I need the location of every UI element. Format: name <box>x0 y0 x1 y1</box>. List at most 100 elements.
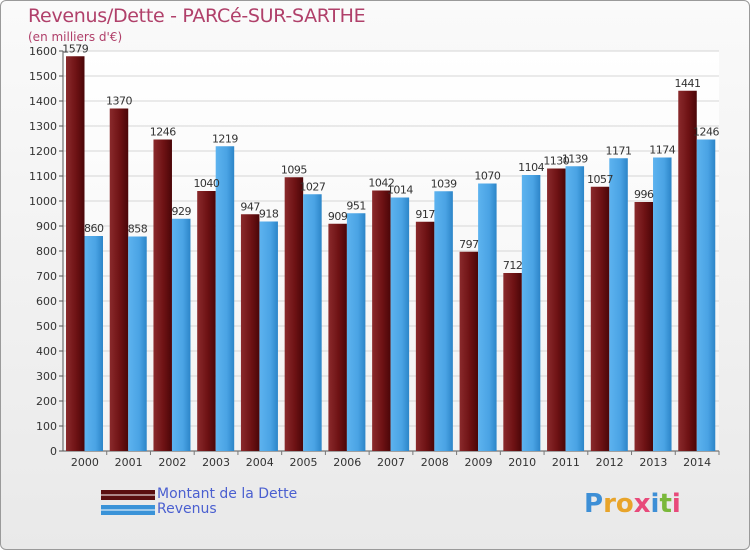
bar-dette <box>66 56 85 451</box>
bar-revenus <box>478 183 497 451</box>
y-tick-label: 700 <box>36 270 57 283</box>
legend-label-debt: Montant de la Dette <box>157 486 298 502</box>
data-label: 1039 <box>431 177 457 190</box>
y-tick-label: 1400 <box>29 95 57 108</box>
data-label: 1042 <box>368 177 394 190</box>
data-label: 951 <box>346 199 366 212</box>
x-tick-label: 2010 <box>508 456 536 469</box>
bar-dette <box>240 214 260 451</box>
logo-letter: i <box>650 489 660 519</box>
legend-item-debt: Montant de la Dette <box>101 487 297 502</box>
bar-revenus <box>434 191 453 451</box>
bar-revenus <box>171 218 191 451</box>
legend-item-revenus: Revenus <box>101 502 297 517</box>
data-label: 1174 <box>649 144 675 157</box>
x-tick-label: 2001 <box>115 456 143 469</box>
logo-letter: o <box>615 489 634 519</box>
legend-swatch-debt <box>101 489 155 500</box>
data-label: 1441 <box>675 77 701 90</box>
bar-dette <box>547 168 566 451</box>
x-tick-label: 2009 <box>464 456 492 469</box>
bar-revenus <box>128 236 147 451</box>
bar-dette <box>372 190 391 451</box>
x-tick-label: 2011 <box>552 456 580 469</box>
bar-dette <box>197 191 216 451</box>
y-tick-label: 900 <box>36 220 57 233</box>
bar-revenus <box>346 213 366 451</box>
x-tick-label: 2002 <box>158 456 186 469</box>
y-tick-label: 1500 <box>29 70 57 83</box>
bar-revenus <box>609 158 628 451</box>
logo-letter: t <box>659 489 672 519</box>
y-tick-label: 1200 <box>29 145 57 158</box>
data-label: 1139 <box>562 152 588 165</box>
data-label: 860 <box>84 222 104 235</box>
data-label: 1104 <box>518 161 544 174</box>
logo-letter: x <box>633 489 651 519</box>
x-tick-label: 2012 <box>596 456 624 469</box>
chart-subtitle: (en milliers d'€) <box>28 30 123 44</box>
bar-revenus <box>303 194 322 451</box>
chart-legend: Montant de la Dette Revenus <box>101 487 297 517</box>
bar-revenus <box>696 139 716 451</box>
x-tick-label: 2004 <box>246 456 274 469</box>
chart-title: Revenus/Dette - PARCé-SUR-SARTHE <box>28 5 366 27</box>
data-label: 929 <box>171 205 191 218</box>
y-tick-label: 500 <box>36 320 57 333</box>
data-label: 1246 <box>693 126 719 139</box>
bar-dette <box>328 223 347 451</box>
x-tick-label: 2003 <box>202 456 230 469</box>
proxiti-logo: Proxiti <box>584 489 681 519</box>
x-tick-label: 2000 <box>71 456 99 469</box>
bar-dette <box>109 108 129 451</box>
y-tick-label: 100 <box>36 420 57 433</box>
bar-dette <box>634 202 654 451</box>
bar-revenus <box>390 197 410 451</box>
bar-dette <box>503 273 522 451</box>
data-label: 917 <box>415 208 435 221</box>
data-label: 909 <box>328 210 348 223</box>
x-tick-label: 2007 <box>377 456 405 469</box>
data-label: 918 <box>259 208 279 221</box>
data-label: 858 <box>128 223 148 236</box>
x-tick-label: 2006 <box>333 456 361 469</box>
y-tick-label: 1600 <box>29 45 57 58</box>
bar-dette <box>459 251 479 451</box>
data-label: 1246 <box>150 126 176 139</box>
bar-revenus <box>653 157 672 451</box>
y-tick-label: 200 <box>36 395 57 408</box>
bar-revenus <box>565 166 585 451</box>
bar-revenus <box>215 146 235 451</box>
x-tick-label: 2013 <box>639 456 667 469</box>
data-label: 1219 <box>212 132 238 145</box>
y-tick-label: 1000 <box>29 195 57 208</box>
x-tick-label: 2014 <box>683 456 711 469</box>
data-label: 1579 <box>62 42 88 55</box>
bar-dette <box>415 221 435 451</box>
data-label: 1171 <box>606 144 632 157</box>
y-tick-label: 300 <box>36 370 57 383</box>
y-tick-label: 400 <box>36 345 57 358</box>
data-label: 1130 <box>543 155 569 168</box>
data-label: 712 <box>503 259 523 272</box>
bar-dette <box>284 177 304 451</box>
bar-dette <box>590 186 610 451</box>
bar-revenus <box>259 221 278 451</box>
logo-letter: P <box>584 489 604 519</box>
logo-letter: i <box>671 489 681 519</box>
y-tick-label: 600 <box>36 295 57 308</box>
data-label: 1014 <box>387 184 413 197</box>
logo-letter: r <box>603 489 616 519</box>
data-label: 1070 <box>474 170 500 183</box>
y-tick-label: 0 <box>50 445 57 458</box>
legend-swatch-revenus <box>101 504 155 515</box>
data-label: 1057 <box>587 173 613 186</box>
data-label: 947 <box>240 200 260 213</box>
bar-revenus <box>521 175 541 451</box>
y-tick-label: 1300 <box>29 120 57 133</box>
data-label: 1370 <box>106 95 132 108</box>
data-label: 996 <box>634 188 654 201</box>
legend-label-revenus: Revenus <box>157 501 217 517</box>
